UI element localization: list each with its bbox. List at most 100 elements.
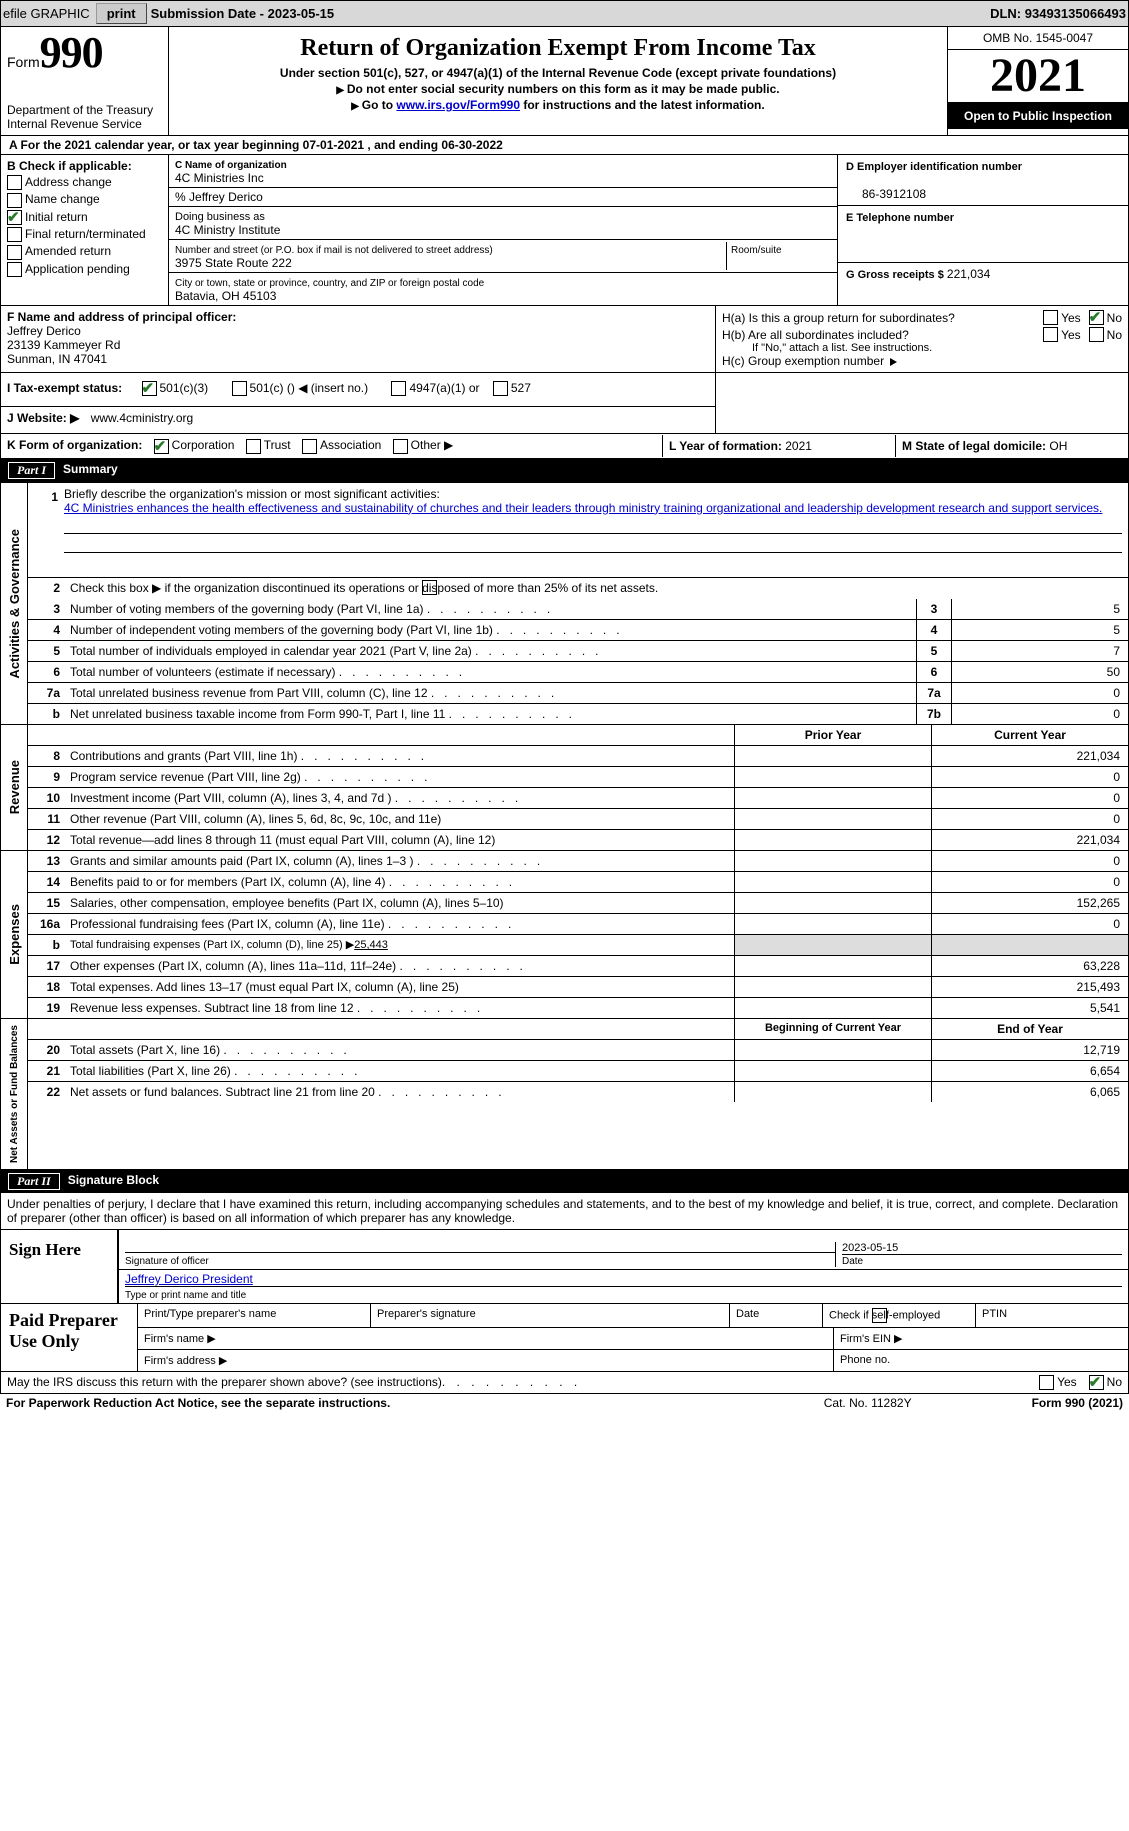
chk-hb-no[interactable] <box>1089 327 1104 342</box>
c-line14: 0 <box>931 872 1128 892</box>
chk-ha-yes[interactable] <box>1043 310 1058 325</box>
dba-name: 4C Ministry Institute <box>175 223 280 237</box>
c-line8: 221,034 <box>931 746 1128 766</box>
chk-initial-return[interactable] <box>7 210 22 225</box>
phone-label: Phone no. <box>834 1350 1128 1371</box>
form-word: Form <box>7 54 40 70</box>
ptin-label: PTIN <box>976 1304 1128 1327</box>
chk-corp[interactable] <box>154 439 169 454</box>
open-inspection: Open to Public Inspection <box>948 102 1128 129</box>
chk-501c[interactable] <box>232 381 247 396</box>
preparer-date-label: Date <box>730 1304 823 1327</box>
c-line15: 152,265 <box>931 893 1128 913</box>
chk-self-employed[interactable] <box>872 1308 887 1323</box>
tax-exempt-row: I Tax-exempt status: 501(c)(3) 501(c) ()… <box>7 381 709 396</box>
form-of-org: K Form of organization: Corporation Trus… <box>1 434 662 457</box>
tax-year: 2021 <box>948 50 1128 102</box>
boy-hdr: Beginning of Current Year <box>734 1019 931 1039</box>
part1-expenses: Expenses 13Grants and similar amounts pa… <box>0 851 1129 1019</box>
mission-block: 1 Briefly describe the organization's mi… <box>28 483 1128 578</box>
dln: DLN: 93493135066493 <box>990 6 1126 21</box>
ty-begin: 07-01-2021 <box>303 138 364 152</box>
v-line6: 50 <box>951 662 1128 682</box>
officer-name: Jeffrey Derico <box>7 324 81 338</box>
v-line3: 5 <box>951 599 1128 619</box>
v-line5: 7 <box>951 641 1128 661</box>
chk-final-return[interactable] <box>7 227 22 242</box>
header-left: Form990 Department of the Treasury Inter… <box>1 27 169 135</box>
c-line18: 215,493 <box>931 977 1128 997</box>
chk-501c3[interactable] <box>142 381 157 396</box>
chk-amended[interactable] <box>7 245 22 260</box>
c-line17: 63,228 <box>931 956 1128 976</box>
officer-addr2: Sunman, IN 47041 <box>7 352 107 366</box>
chk-trust[interactable] <box>246 439 261 454</box>
current-year-hdr: Current Year <box>931 725 1128 745</box>
part1-header: Part I Summary <box>0 459 1129 482</box>
c-line11: 0 <box>931 809 1128 829</box>
form-title: Return of Organization Exempt From Incom… <box>173 35 943 62</box>
mission-text: 4C Ministries enhances the health effect… <box>64 501 1122 515</box>
print-button[interactable]: print <box>96 3 147 24</box>
chk-527[interactable] <box>493 381 508 396</box>
org-name-label: C Name of organization <box>175 160 287 171</box>
c-line13: 0 <box>931 851 1128 871</box>
eoy-hdr: End of Year <box>931 1019 1128 1039</box>
part1-revenue: Revenue Prior YearCurrent Year 8Contribu… <box>0 725 1129 851</box>
irs-link[interactable]: www.irs.gov/Form990 <box>396 98 520 112</box>
tab-activities-governance: Activities & Governance <box>7 523 22 685</box>
h-block: H(a) Is this a group return for subordin… <box>716 306 1128 372</box>
form-footer: Form 990 (2021) <box>1032 1396 1123 1410</box>
chk-other[interactable] <box>393 439 408 454</box>
discuss-row: May the IRS discuss this return with the… <box>0 1372 1129 1394</box>
chk-discontinued[interactable] <box>422 580 437 595</box>
chk-assoc[interactable] <box>302 439 317 454</box>
tab-revenue: Revenue <box>7 754 22 820</box>
ty-end: 06-30-2022 <box>441 138 502 152</box>
col-c: C Name of organization 4C Ministries Inc… <box>169 155 838 305</box>
chk-address-change[interactable] <box>7 175 22 190</box>
prior-year-hdr: Prior Year <box>734 725 931 745</box>
firm-name-label: Firm's name ▶ <box>138 1328 834 1349</box>
website-url: www.4cministry.org <box>91 411 193 425</box>
officer-addr1: 23139 Kammeyer Rd <box>7 338 120 352</box>
c-line12: 221,034 <box>931 830 1128 850</box>
org-name: 4C Ministries Inc <box>175 171 264 185</box>
v-line4: 5 <box>951 620 1128 640</box>
firm-addr-label: Firm's address ▶ <box>138 1350 834 1371</box>
officer-name-title[interactable]: Jeffrey Derico President <box>125 1272 253 1286</box>
pra-notice: For Paperwork Reduction Act Notice, see … <box>6 1396 390 1410</box>
tab-net-assets: Net Assets or Fund Balances <box>9 1019 20 1169</box>
section-bcd: B Check if applicable: Address change Na… <box>0 155 1129 306</box>
header-right: OMB No. 1545-0047 2021 Open to Public In… <box>948 27 1128 135</box>
chk-ha-no[interactable] <box>1089 310 1104 325</box>
care-of-name: Jeffrey Derico <box>189 190 263 204</box>
penalty-note: Under penalties of perjury, I declare th… <box>1 1193 1128 1229</box>
col-b-head: B Check if applicable: <box>7 159 162 173</box>
part2-header: Part II Signature Block <box>0 1170 1129 1193</box>
submission-date-label: Submission Date - 2023-05-15 <box>151 6 335 21</box>
c-line19: 5,541 <box>931 998 1128 1018</box>
preparer-sig-label: Preparer's signature <box>371 1304 730 1327</box>
chk-discuss-no[interactable] <box>1089 1375 1104 1390</box>
state-domicile: M State of legal domicile: OH <box>895 435 1128 457</box>
website-row: J Website: ▶ www.4cministry.org <box>1 406 715 425</box>
chk-hb-yes[interactable] <box>1043 327 1058 342</box>
part1-activities-governance: Activities & Governance 1 Briefly descri… <box>0 482 1129 725</box>
part1-net-assets: Net Assets or Fund Balances Beginning of… <box>0 1019 1129 1170</box>
cat-no: Cat. No. 11282Y <box>824 1396 912 1410</box>
v-line7b: 0 <box>951 704 1128 724</box>
chk-discuss-yes[interactable] <box>1039 1375 1054 1390</box>
footer-row: For Paperwork Reduction Act Notice, see … <box>0 1394 1129 1412</box>
year-formation: L Year of formation: 2021 <box>662 435 895 457</box>
subtitle-3: Go to www.irs.gov/Form990 for instructio… <box>173 98 943 112</box>
tel-label: E Telephone number <box>846 212 954 224</box>
irs-label: Internal Revenue Service <box>7 117 162 131</box>
c-line16a: 0 <box>931 914 1128 934</box>
chk-app-pending[interactable] <box>7 262 22 277</box>
chk-4947[interactable] <box>391 381 406 396</box>
subtitle-1: Under section 501(c), 527, or 4947(a)(1)… <box>173 66 943 80</box>
signature-block: Under penalties of perjury, I declare th… <box>0 1193 1129 1304</box>
chk-name-change[interactable] <box>7 193 22 208</box>
sig-date: 2023-05-15 <box>842 1242 898 1254</box>
